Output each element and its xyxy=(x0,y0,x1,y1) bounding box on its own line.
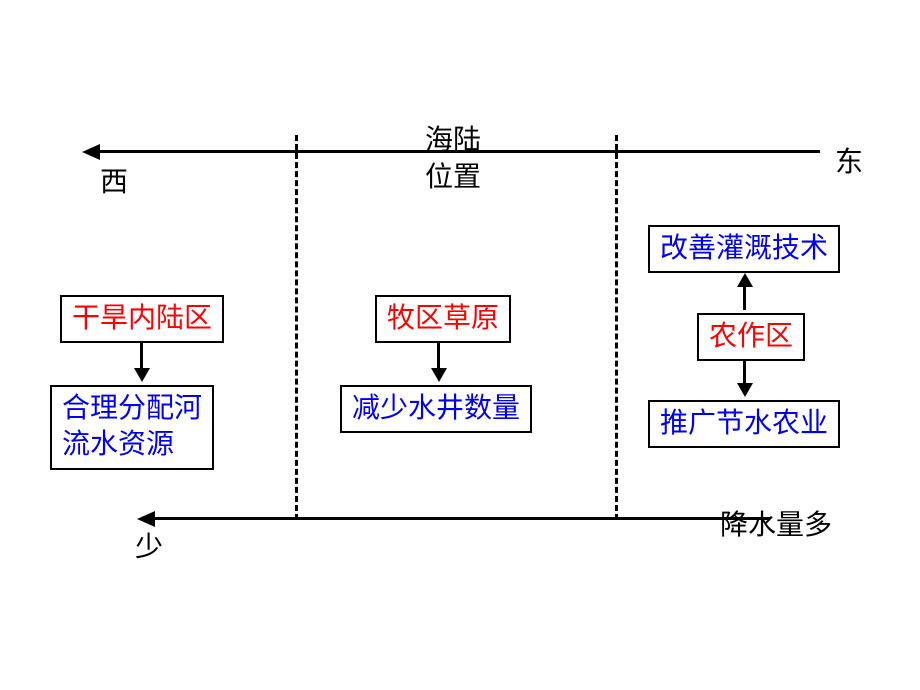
farming-title: 农作区 xyxy=(697,313,805,361)
arid-inland-title: 干旱内陆区 xyxy=(60,295,224,343)
top-arrow-head xyxy=(82,144,100,160)
divider-right xyxy=(615,135,618,520)
mid-arrow-head xyxy=(431,368,447,382)
center-bottom-label: 位置 xyxy=(425,155,481,195)
few-label: 少 xyxy=(135,525,163,565)
left-arrow-head xyxy=(134,368,150,382)
pasture-title: 牧区草原 xyxy=(375,295,511,343)
right-down-arrow-head xyxy=(737,383,753,397)
reduce-wells-box: 减少水井数量 xyxy=(340,385,532,433)
right-down-arrow-stem xyxy=(743,360,746,385)
left-arrow-stem xyxy=(140,342,143,370)
bottom-arrow-line xyxy=(155,517,770,520)
west-label: 西 xyxy=(100,160,128,200)
allocate-river-box: 合理分配河 流水资源 xyxy=(50,385,214,470)
mid-arrow-stem xyxy=(437,342,440,370)
water-saving-ag-box: 推广节水农业 xyxy=(648,400,840,448)
precip-more-label: 降水量多 xyxy=(720,503,832,543)
right-up-arrow-stem xyxy=(743,285,746,310)
center-top-label: 海陆 xyxy=(425,118,481,158)
improve-irrigation-box: 改善灌溉技术 xyxy=(648,225,840,273)
divider-left xyxy=(295,135,298,520)
east-label: 东 xyxy=(835,140,863,180)
